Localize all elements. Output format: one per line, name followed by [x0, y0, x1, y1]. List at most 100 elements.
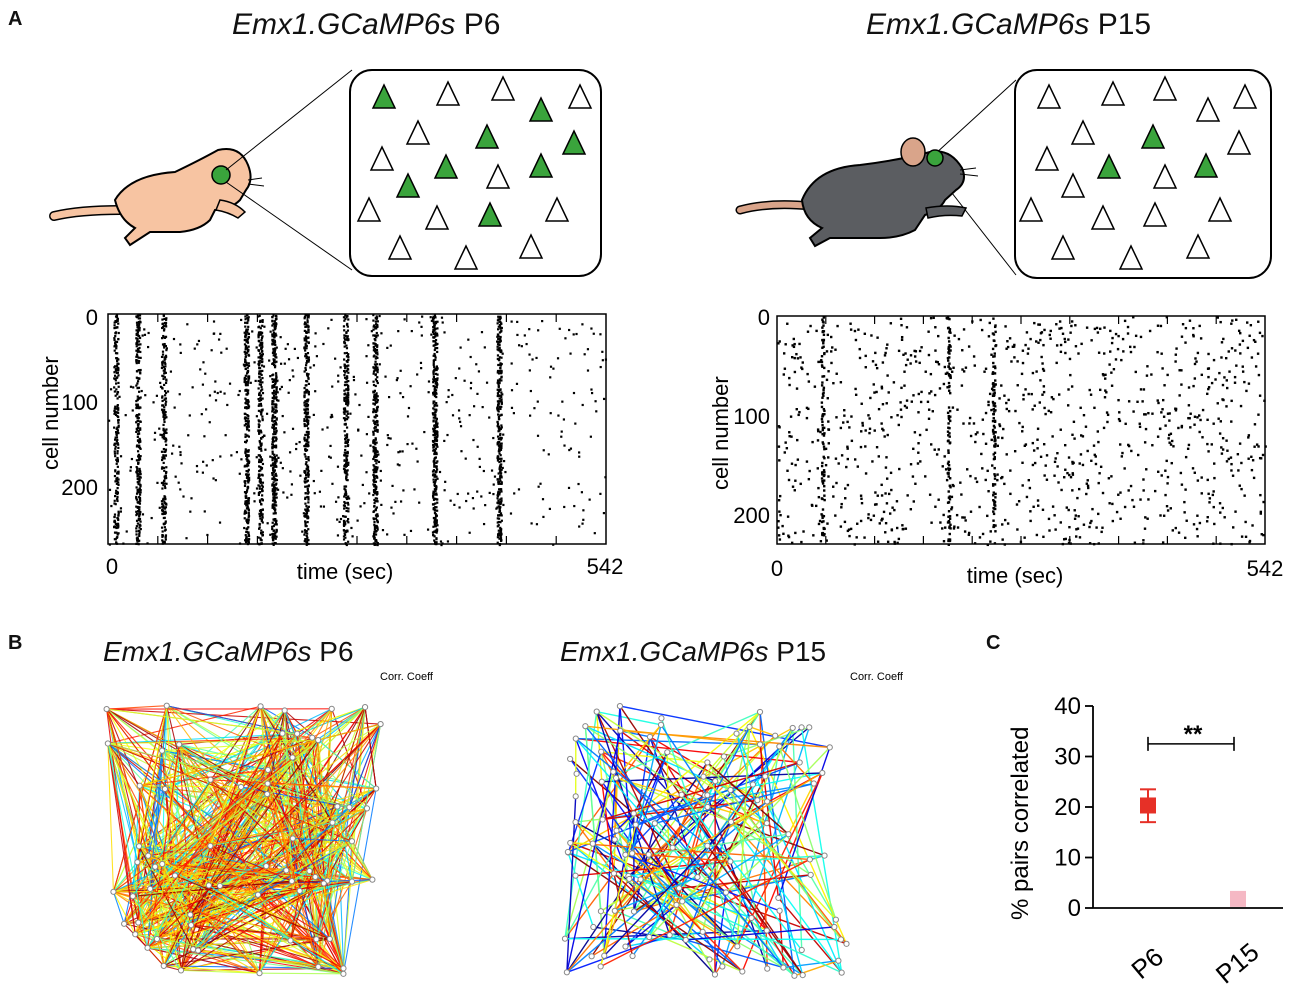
spike-mark [984, 367, 988, 370]
spike-mark [795, 407, 798, 411]
spike-mark [498, 379, 501, 382]
spike-mark [842, 421, 845, 424]
spike-mark [834, 457, 838, 460]
spike-mark [345, 365, 348, 368]
spike-mark [987, 400, 990, 404]
spike-mark [346, 397, 349, 400]
spike-mark [376, 466, 379, 469]
spike-mark [273, 503, 276, 506]
spike-mark [378, 363, 381, 366]
spike-mark [135, 525, 138, 528]
spike-mark [499, 434, 502, 437]
spike-mark [343, 319, 346, 322]
spike-mark [433, 314, 437, 317]
spike-mark [113, 412, 116, 415]
spike-mark [273, 396, 276, 399]
spike-mark [115, 477, 118, 480]
spike-mark [165, 428, 168, 431]
spike-mark [787, 478, 791, 482]
spike-mark [164, 354, 168, 357]
spike-mark [246, 369, 250, 372]
spike-mark [438, 470, 442, 474]
spike-mark [130, 457, 134, 461]
spike-mark [259, 380, 262, 384]
spike-mark [880, 385, 884, 388]
spike-mark [138, 329, 141, 332]
spike-mark [602, 397, 606, 401]
spike-mark [1071, 489, 1074, 492]
spike-mark [928, 392, 931, 395]
spike-mark [275, 374, 278, 377]
spike-mark [1028, 486, 1032, 490]
spike-mark [434, 529, 437, 532]
spike-mark [947, 351, 950, 354]
spike-mark [271, 484, 274, 487]
spike-mark [1098, 472, 1101, 475]
spike-mark [468, 414, 471, 417]
spike-mark [947, 539, 950, 543]
spike-mark [956, 408, 959, 411]
spike-mark [1250, 468, 1254, 472]
spike-mark [274, 325, 277, 328]
spike-mark [433, 541, 437, 544]
spike-mark [273, 347, 277, 350]
spike-mark [1073, 517, 1077, 520]
spike-mark [1257, 320, 1260, 323]
spike-mark [578, 455, 581, 458]
spike-mark [307, 328, 310, 331]
zoom-lines [225, 69, 1017, 276]
spike-mark [273, 339, 276, 342]
spike-mark [116, 522, 120, 526]
spike-mark [1213, 462, 1216, 465]
spike-mark [950, 506, 954, 509]
spike-mark [117, 369, 120, 372]
spike-mark [199, 368, 202, 371]
spike-mark [1099, 327, 1102, 330]
spike-mark [203, 435, 206, 438]
spike-mark [117, 483, 120, 486]
spike-mark [304, 405, 307, 408]
spike-mark [306, 438, 309, 441]
spike-mark [1057, 481, 1060, 484]
spike-mark [435, 451, 438, 454]
spike-mark [947, 460, 950, 464]
spike-mark [944, 468, 948, 471]
spike-mark [114, 394, 117, 397]
spike-mark [274, 534, 277, 537]
spike-mark [162, 454, 165, 457]
spike-mark [244, 451, 247, 455]
spike-mark [568, 448, 571, 452]
spike-mark [947, 490, 950, 493]
spike-mark [161, 395, 164, 398]
spike-mark [304, 433, 307, 437]
spike-mark [886, 540, 890, 544]
spike-mark [246, 384, 249, 387]
spike-mark [434, 473, 437, 476]
spike-mark [876, 494, 879, 497]
spike-mark [344, 437, 348, 440]
spike-mark [1106, 420, 1109, 424]
spike-mark [884, 531, 887, 534]
spike-mark [496, 517, 499, 520]
inactive-neuron-icon [1034, 145, 1060, 171]
spike-mark [304, 485, 307, 488]
spike-mark [906, 494, 909, 497]
spike-mark [512, 412, 515, 415]
spike-mark [433, 365, 436, 369]
spike-mark [253, 361, 256, 364]
spike-mark [257, 419, 260, 422]
spike-mark [820, 405, 824, 409]
spike-mark [303, 370, 306, 373]
spike-mark [821, 375, 824, 378]
spike-mark [800, 540, 803, 544]
spike-mark [279, 461, 282, 464]
spike-mark [304, 364, 308, 367]
spike-mark [991, 483, 995, 486]
spike-mark [334, 357, 337, 360]
spike-mark [884, 351, 887, 355]
spike-mark [306, 400, 309, 403]
spike-mark [135, 427, 138, 430]
spike-mark [258, 447, 261, 450]
raster-xlabel: time (sec) [967, 563, 1064, 588]
spike-mark [259, 482, 262, 485]
